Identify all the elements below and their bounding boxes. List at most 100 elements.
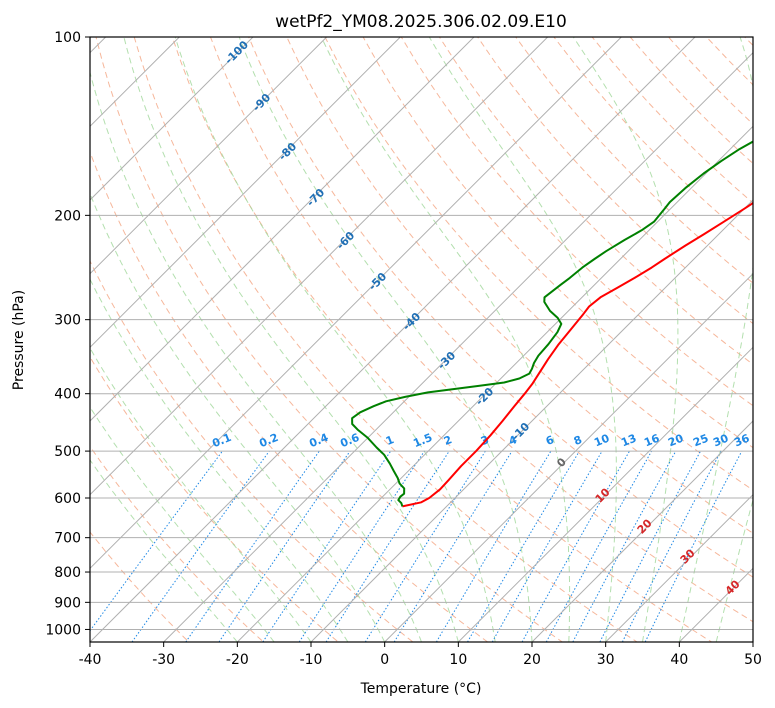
y-tick-label: 700 [54, 531, 81, 547]
moist-adiabat [678, 37, 753, 642]
mixing-ratio-line [298, 450, 425, 642]
dry-adiabat [171, 37, 713, 642]
x-tick-label: 40 [670, 652, 688, 668]
mixing-ratio-line [90, 450, 223, 632]
mixing-ratio-label: 36 [732, 432, 751, 450]
mixing-ratio-label: 0.2 [257, 431, 280, 450]
mixing-ratio-label: 0.4 [307, 431, 330, 450]
mixing-ratio-label: 2 [442, 433, 454, 448]
mixing-ratio-line [325, 450, 450, 642]
isotherm-label: -60 [334, 229, 357, 252]
background-lines [90, 37, 753, 642]
isotherm-line [457, 346, 753, 642]
mixing-ratio-line [521, 450, 630, 642]
mixing-ratio-label: 30 [711, 432, 730, 450]
mixing-ratio-label: 1.5 [411, 431, 434, 450]
isotherm-line [384, 272, 753, 642]
mixing-ratio-line [185, 450, 320, 642]
moist-adiabat [90, 347, 312, 642]
dry-adiabat [90, 445, 265, 642]
x-tick-label: 50 [744, 652, 762, 668]
dry-adiabat [553, 37, 753, 244]
mixing-ratio-line [435, 450, 552, 642]
x-tick-label: 30 [597, 652, 615, 668]
x-tick-label: 10 [449, 652, 467, 668]
moist-adiabat-label: 30 [678, 546, 698, 566]
mixing-ratio-label: 6 [544, 433, 556, 448]
isotherm-label: -70 [304, 186, 327, 209]
isotherm-line [678, 567, 753, 642]
moist-adiabat [90, 70, 422, 642]
isotherm-line [90, 37, 328, 275]
mixing-ratio-line [545, 450, 653, 642]
mixing-ratio-line [393, 450, 513, 642]
x-tick-label: 20 [523, 652, 541, 668]
mixing-ratio-label: 0.1 [210, 431, 233, 450]
temperature-profile [402, 201, 753, 508]
isotherm-label: -50 [366, 270, 389, 293]
dry-adiabat [90, 356, 339, 642]
isotherm-line [752, 641, 753, 642]
y-tick-label: 800 [54, 565, 81, 581]
isotherm-label: -20 [473, 385, 496, 408]
y-axis-label: Pressure (hPa) [11, 290, 27, 390]
y-tick-label: 300 [54, 313, 81, 329]
mixing-ratio-line [262, 450, 392, 642]
isotherm-line [90, 37, 549, 496]
moist-adiabat-label: 20 [635, 516, 655, 536]
y-tick-label: 900 [54, 595, 81, 611]
mixing-ratio-line [621, 450, 722, 642]
mixing-ratio-line [644, 450, 743, 642]
axes: -40 -30 -20 -10 0 10 20 30 40 50 100 200 300 400 500 6 0… [45, 30, 762, 668]
moist-adiabat [90, 278, 349, 642]
x-tick-label: 0 [380, 652, 389, 668]
mixing-ratio-label: 25 [691, 432, 710, 450]
x-tick-label: -40 [79, 652, 102, 668]
isotherm-label: -40 [400, 310, 423, 333]
mixing-ratio-label: 8 [572, 433, 584, 448]
mixing-ratio-label: 16 [642, 432, 661, 450]
dry-adiabat [362, 37, 753, 449]
isotherm-line [90, 37, 696, 642]
x-axis-label: Temperature (°C) [360, 681, 482, 697]
isotherm-line [90, 37, 622, 570]
mixing-ratio-label: 20 [666, 432, 685, 450]
isotherm-label: -80 [276, 140, 299, 163]
moist-adiabat [123, 37, 459, 642]
mixing-ratio-label: 13 [619, 432, 638, 450]
mixing-ratio-line [364, 450, 486, 642]
mixing-ratio-label: 1 [384, 433, 396, 448]
x-tick-label: -20 [226, 652, 249, 668]
dry-adiabat [133, 37, 638, 642]
mixing-ratio-line [599, 450, 701, 642]
y-tick-label: 400 [54, 387, 81, 403]
chart-title: wetPf2_YM08.2025.306.02.09.E10 [275, 12, 567, 32]
isotherm-line [605, 493, 753, 642]
moist-adiabat [90, 192, 386, 642]
isotherm-line [90, 37, 475, 422]
isotherm-line [90, 37, 254, 201]
y-tick-label: 500 [54, 444, 81, 460]
y-tick-label: 100 [54, 30, 81, 46]
y-tick-label: 1000 [45, 622, 81, 638]
mixing-ratio-line [572, 450, 677, 642]
moist-adiabat-label: 40 [723, 577, 743, 597]
mixing-ratio-line [218, 450, 351, 642]
moist-adiabat [715, 497, 753, 642]
dry-adiabat [438, 37, 753, 366]
x-tick-label: -30 [152, 652, 175, 668]
dry-adiabat [248, 37, 753, 578]
x-tick-label: -10 [300, 652, 323, 668]
moist-adiabat-label: 10 [593, 485, 613, 505]
moist-adiabat [90, 406, 275, 642]
isotherm-line [90, 37, 401, 349]
plot-frame [89, 36, 754, 643]
mixing-ratio-line [131, 450, 270, 642]
moist-adiabat [572, 37, 679, 642]
dry-adiabat [400, 37, 753, 407]
isotherm-line [163, 51, 753, 642]
y-tick-label: 200 [54, 208, 81, 224]
moist-adiabat [90, 459, 238, 642]
mixing-ratio-label: 10 [592, 432, 611, 450]
